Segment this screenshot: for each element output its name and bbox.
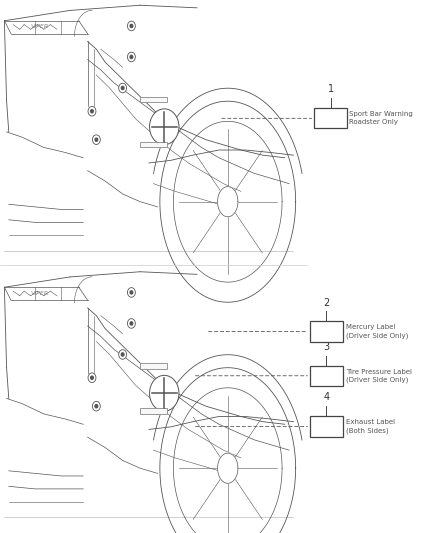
Bar xyxy=(140,363,167,369)
Circle shape xyxy=(121,86,124,90)
Circle shape xyxy=(95,405,98,408)
Circle shape xyxy=(130,291,133,294)
Text: Sport Bar Warning
Roadster Only: Sport Bar Warning Roadster Only xyxy=(349,111,413,125)
Text: 3: 3 xyxy=(323,342,329,352)
Text: 2: 2 xyxy=(323,297,329,308)
Bar xyxy=(140,408,167,414)
Polygon shape xyxy=(218,187,238,217)
Circle shape xyxy=(127,319,135,328)
Text: 4: 4 xyxy=(323,392,329,402)
Circle shape xyxy=(130,55,133,59)
Bar xyxy=(140,96,167,102)
Bar xyxy=(140,142,167,148)
Circle shape xyxy=(127,288,135,297)
Text: Tire Pressure Label
(Driver Side Only): Tire Pressure Label (Driver Side Only) xyxy=(346,369,412,383)
Circle shape xyxy=(119,83,127,93)
Circle shape xyxy=(92,401,100,411)
Circle shape xyxy=(91,110,93,113)
Polygon shape xyxy=(218,453,238,483)
Circle shape xyxy=(127,52,135,62)
Bar xyxy=(310,416,343,437)
Circle shape xyxy=(95,138,98,141)
Text: 1: 1 xyxy=(328,84,334,94)
Circle shape xyxy=(92,135,100,144)
Text: Mercury Label
(Driver Side Only): Mercury Label (Driver Side Only) xyxy=(346,325,408,338)
Circle shape xyxy=(88,107,96,116)
Circle shape xyxy=(130,322,133,325)
Circle shape xyxy=(121,353,124,356)
Bar xyxy=(314,108,347,128)
Bar xyxy=(310,366,343,386)
Text: VIPER: VIPER xyxy=(30,24,49,29)
Circle shape xyxy=(149,375,179,411)
Circle shape xyxy=(149,109,179,144)
Text: VIPER: VIPER xyxy=(30,290,49,296)
Circle shape xyxy=(91,376,93,379)
Circle shape xyxy=(88,373,96,383)
Circle shape xyxy=(119,350,127,359)
Text: Exhaust Label
(Both Sides): Exhaust Label (Both Sides) xyxy=(346,419,395,433)
Circle shape xyxy=(127,21,135,31)
Circle shape xyxy=(130,25,133,28)
Bar xyxy=(310,321,343,342)
